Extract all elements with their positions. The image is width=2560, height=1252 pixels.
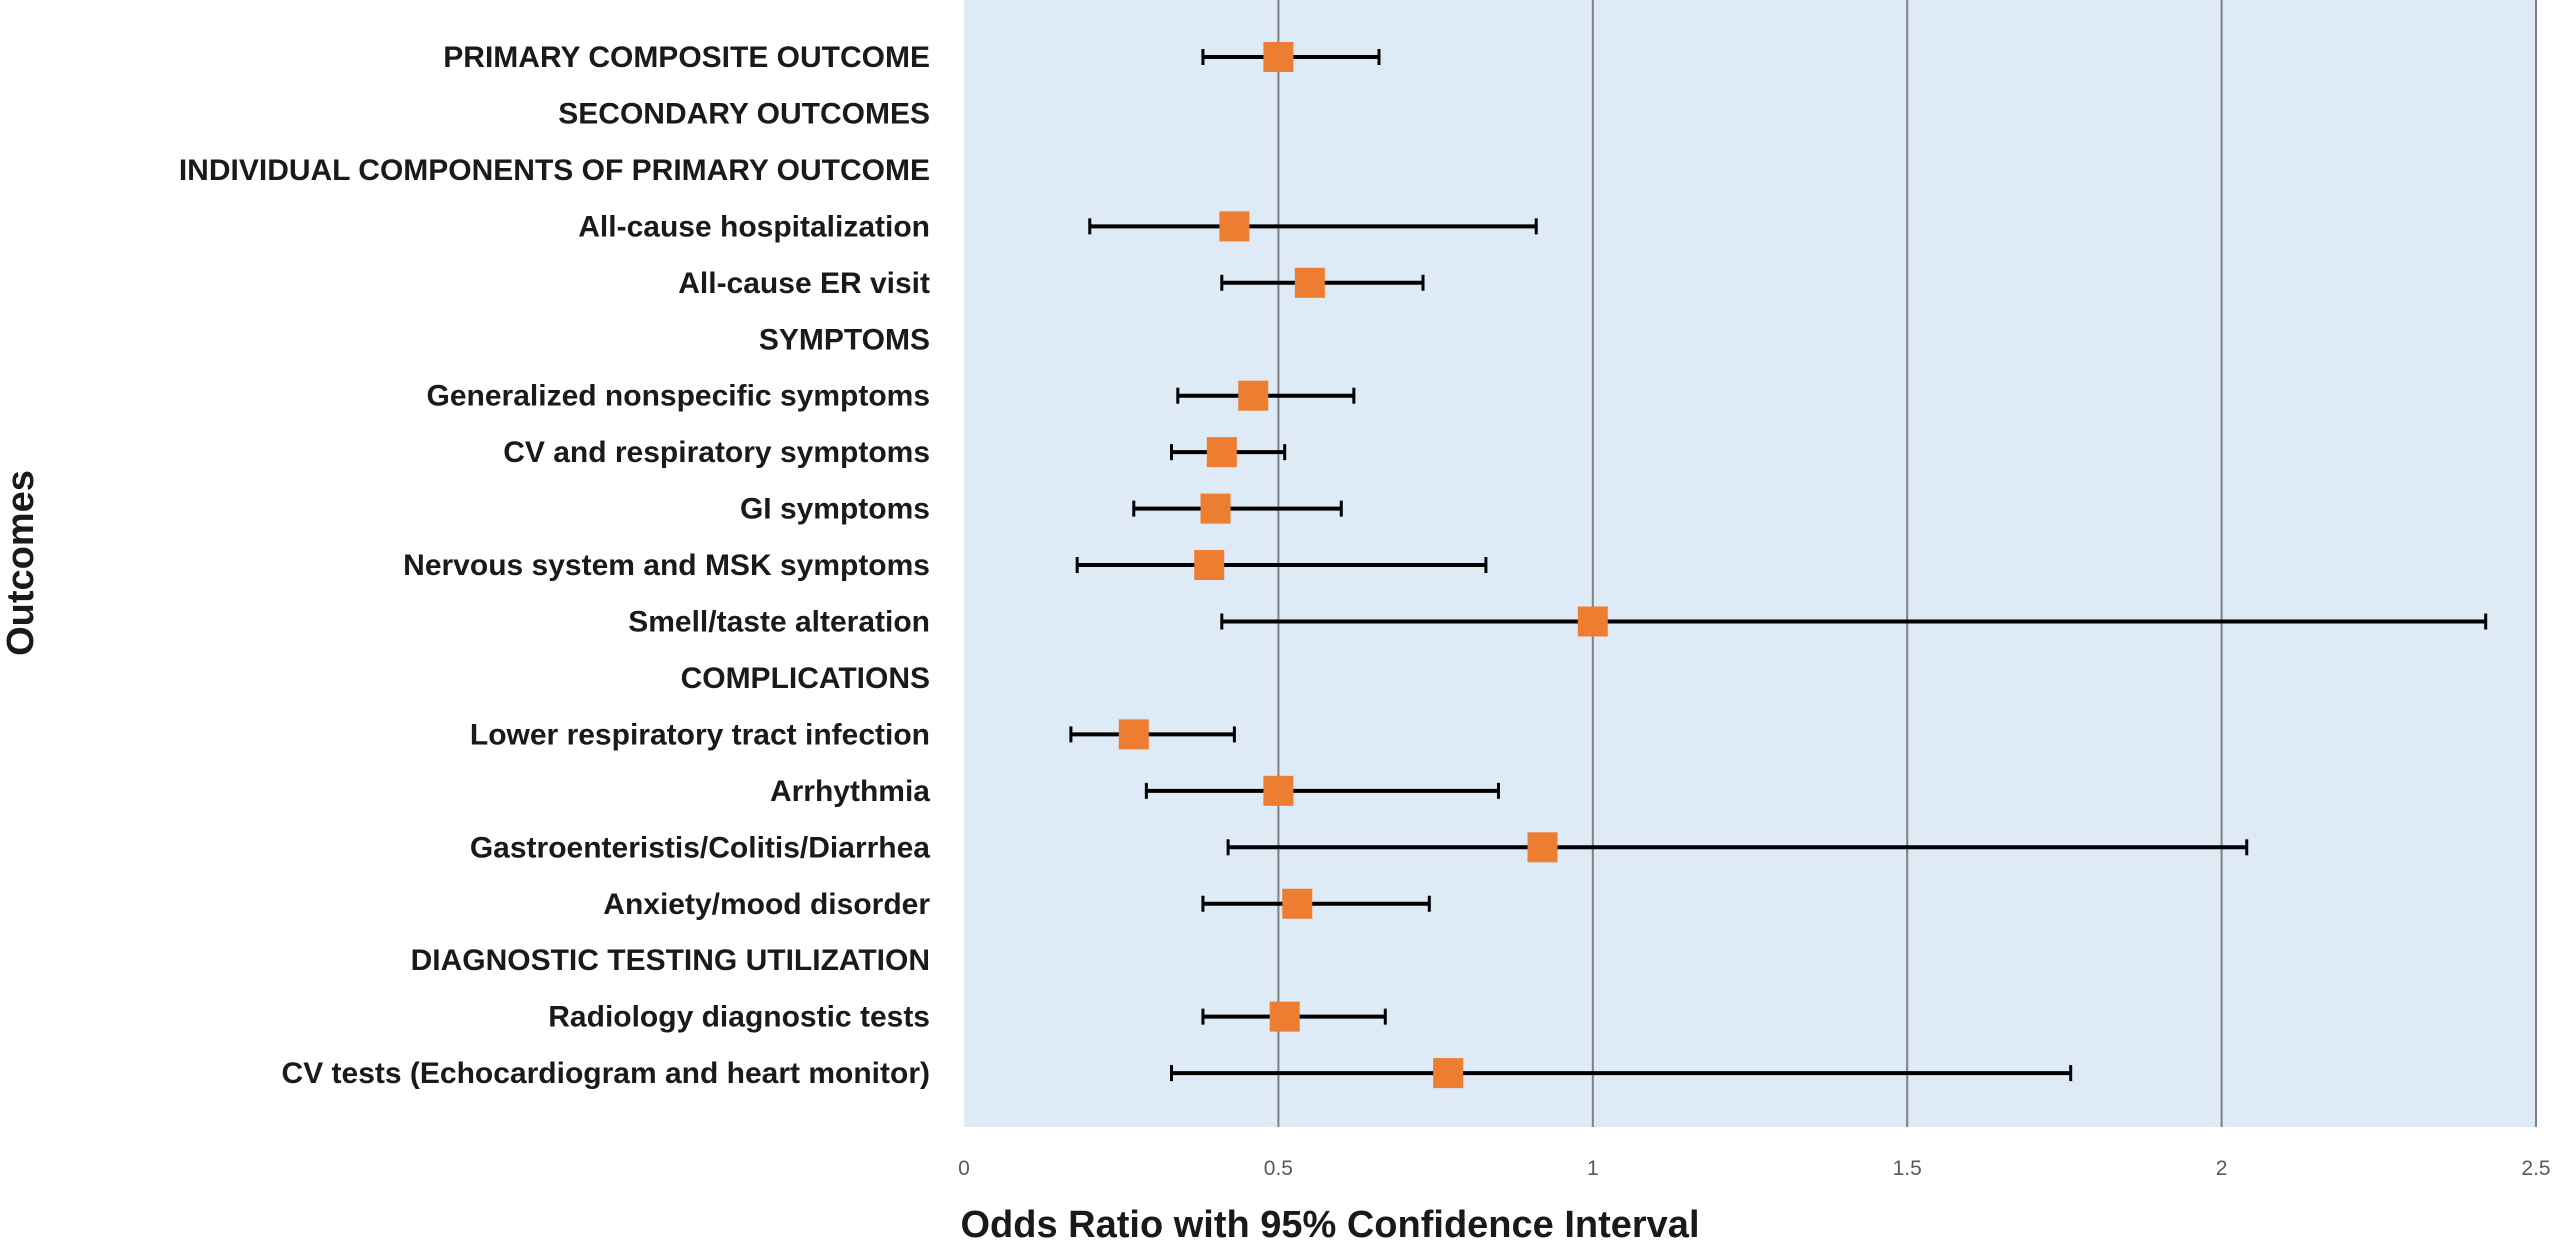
outcome-label: CV and respiratory symptoms [503, 436, 930, 469]
confidence-interval [1088, 218, 1538, 235]
y-axis-title: Outcomes [0, 470, 42, 656]
odds-ratio-marker [1269, 1001, 1300, 1032]
outcome-label: SYMPTOMS [759, 323, 930, 356]
confidence-interval [1201, 895, 1431, 912]
x-tick-label: 2.5 [2521, 1157, 2550, 1180]
outcome-label: Anxiety/mood disorder [603, 888, 930, 921]
outcome-label: COMPLICATIONS [681, 662, 930, 695]
x-tick-label: 1 [1587, 1157, 1599, 1180]
confidence-interval [1144, 782, 1500, 799]
x-tick-label: 0 [958, 1157, 970, 1180]
odds-ratio-marker [1263, 42, 1294, 72]
confidence-interval [1069, 726, 1236, 743]
x-tick-labels: 0 0.5 1 1.5 2 2.5 [958, 1157, 2550, 1180]
outcome-label: Arrhythmia [770, 775, 930, 808]
outcome-label: SECONDARY OUTCOMES [558, 97, 930, 130]
odds-ratio-marker [1219, 211, 1250, 242]
outcome-label: GI symptoms [740, 493, 930, 526]
x-tick-label: 2 [2216, 1157, 2228, 1180]
outcome-label: Nervous system and MSK symptoms [403, 549, 930, 582]
odds-ratio-markers [1118, 42, 1608, 1089]
x-tick-label: 0.5 [1264, 1157, 1293, 1180]
outcome-label: Lower respiratory tract infection [470, 718, 930, 751]
odds-ratio-marker [1577, 606, 1608, 637]
odds-ratio-marker [1433, 1058, 1464, 1089]
gridlines [1277, 0, 2537, 1127]
x-tick-label: 1.5 [1893, 1157, 1922, 1180]
confidence-interval [1132, 500, 1343, 517]
outcome-label: Gastroenteristis/Colitis/Diarrhea [470, 831, 930, 864]
outcome-labels: PRIMARY COMPOSITE OUTCOME SECONDARY OUTCO… [179, 41, 930, 1090]
confidence-interval [1226, 839, 2249, 856]
odds-ratio-marker [1206, 437, 1237, 468]
outcome-label: Generalized nonspecific symptoms [427, 380, 930, 413]
outcome-label: All-cause ER visit [678, 267, 930, 300]
odds-ratio-marker [1527, 832, 1558, 863]
outcome-label: Radiology diagnostic tests [548, 1001, 930, 1034]
outcome-label: All-cause hospitalization [578, 210, 930, 243]
odds-ratio-marker [1194, 550, 1225, 581]
outcome-label: PRIMARY COMPOSITE OUTCOME [443, 41, 930, 74]
odds-ratio-marker [1282, 888, 1313, 919]
odds-ratio-marker [1118, 719, 1149, 750]
outcome-label: DIAGNOSTIC TESTING UTILIZATION [411, 944, 930, 977]
x-axis-title: Odds Ratio with 95% Confidence Interval [960, 1204, 1699, 1246]
confidence-interval [1170, 1065, 2073, 1082]
odds-ratio-marker [1200, 493, 1231, 524]
odds-ratio-marker [1294, 267, 1325, 298]
outcome-label: Smell/taste alteration [628, 606, 930, 639]
confidence-interval [1220, 613, 2488, 630]
confidence-interval [1075, 557, 1488, 574]
odds-ratio-marker [1238, 380, 1269, 411]
outcome-label: CV tests (Echocardiogram and heart monit… [282, 1057, 930, 1090]
odds-ratio-marker [1263, 775, 1294, 806]
outcome-label: INDIVIDUAL COMPONENTS OF PRIMARY OUTCOME [179, 154, 930, 187]
